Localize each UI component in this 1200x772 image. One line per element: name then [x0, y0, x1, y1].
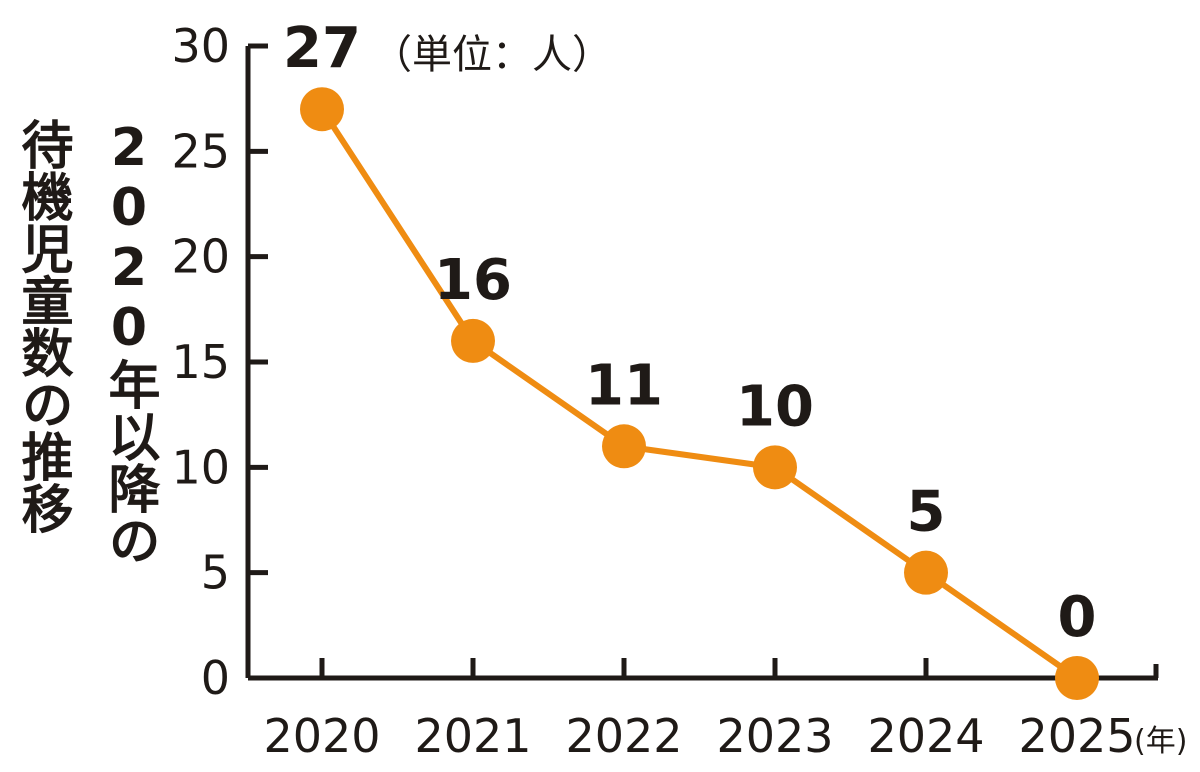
- data-point: [753, 445, 797, 490]
- data-label: 5: [907, 480, 946, 545]
- series-line: [319, 107, 1079, 681]
- data-label: 10: [736, 374, 814, 439]
- data-point: [1055, 656, 1099, 700]
- y-tick-label: 20: [171, 230, 230, 284]
- y-tick-label: 15: [171, 335, 230, 389]
- series: [300, 87, 1099, 700]
- x-tick-label: 2025: [1018, 709, 1135, 763]
- chart-title-line-2: 待機児童数の推移: [12, 118, 72, 534]
- y-ticks: 0 5 10 15 20 25 30: [171, 19, 268, 705]
- data-label: 16: [434, 248, 512, 313]
- y-tick-label: 25: [171, 124, 230, 178]
- data-point: [904, 550, 948, 595]
- x-axis-unit: (年): [1134, 724, 1188, 759]
- y-tick-label: 5: [201, 546, 230, 600]
- x-tick-label: 2023: [716, 709, 833, 763]
- x-tick-label: 2022: [565, 709, 682, 763]
- y-tick-label: 30: [171, 19, 230, 73]
- data-label: 27: [283, 16, 361, 81]
- chart-title-line-1: 2020年以降の: [99, 118, 159, 566]
- data-point: [300, 87, 344, 132]
- data-labels: 27 16 11 10 5 0: [283, 16, 1096, 650]
- data-label: 11: [585, 353, 663, 418]
- y-tick-label: 0: [201, 651, 230, 705]
- x-tick-label: 2020: [263, 709, 380, 763]
- data-label: 0: [1058, 585, 1097, 650]
- x-tick-label: 2024: [867, 709, 984, 763]
- x-tick-label: 2021: [414, 709, 531, 763]
- axes: [245, 46, 1159, 681]
- unit-note: （単位：人）: [372, 32, 612, 78]
- data-point: [451, 318, 495, 363]
- data-point: [602, 424, 646, 469]
- y-tick-label: 10: [171, 440, 230, 494]
- x-ticks: 2020 2021 2022 2023 2024 2025: [263, 658, 1136, 763]
